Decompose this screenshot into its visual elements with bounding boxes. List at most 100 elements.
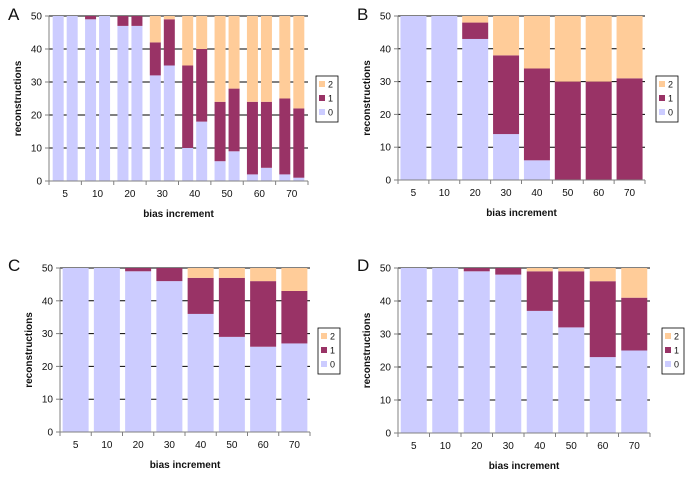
bar-d-10-s0 xyxy=(432,268,459,433)
x-tick-label-d-50: 50 xyxy=(566,441,578,452)
bar-c-50-s0 xyxy=(218,336,245,432)
y-tick-label-b-20: 20 xyxy=(380,110,392,121)
bar-a-50-a-s1 xyxy=(214,101,226,162)
y-tick-label-a-20: 20 xyxy=(31,111,43,122)
x-tick-label-b-5: 5 xyxy=(411,188,417,199)
legend-c: 2 1 0 xyxy=(317,327,341,375)
bar-a-70-a-s2 xyxy=(279,16,291,99)
x-tick-label-b-60: 60 xyxy=(593,188,605,199)
legend-d: 2 1 0 xyxy=(661,327,685,375)
x-tick-label-a-60: 60 xyxy=(254,189,266,200)
bar-a-40-b-s1 xyxy=(196,49,208,122)
x-tick-label-d-70: 70 xyxy=(629,441,641,452)
y-tick-label-d-50: 50 xyxy=(380,264,392,275)
x-tick-label-b-40: 40 xyxy=(531,188,543,199)
panel-letter-b: B xyxy=(357,5,368,24)
bar-b-40-s0 xyxy=(523,160,550,180)
bar-d-30-s1 xyxy=(495,268,522,275)
bar-a-5-a-s0 xyxy=(52,16,64,181)
bar-a-30-b-s1 xyxy=(163,19,175,66)
legend-label-d-2: 2 xyxy=(674,332,679,342)
x-tick-label-a-30: 30 xyxy=(157,189,169,200)
x-tick-label-a-10: 10 xyxy=(92,189,104,200)
bar-a-40-b-s2 xyxy=(196,16,208,49)
x-axis-label-b: bias increment xyxy=(486,208,557,219)
y-tick-label-c-30: 30 xyxy=(42,329,54,340)
x-axis-label-c: bias increment xyxy=(150,460,221,471)
x-tick-label-b-30: 30 xyxy=(501,188,513,199)
x-tick-label-d-40: 40 xyxy=(534,441,546,452)
bar-a-70-a-s0 xyxy=(279,174,291,181)
x-tick-label-c-40: 40 xyxy=(195,440,207,451)
bar-a-60-b-s2 xyxy=(260,16,272,102)
bar-b-50-s1 xyxy=(554,81,581,180)
bar-c-70-s2 xyxy=(281,268,308,291)
bar-d-50-s0 xyxy=(558,327,585,433)
bar-a-5-b-s0 xyxy=(66,16,78,181)
x-tick-label-d-20: 20 xyxy=(471,441,483,452)
bar-a-50-a-s0 xyxy=(214,161,226,181)
bar-d-60-s2 xyxy=(589,268,616,282)
y-tick-label-d-0: 0 xyxy=(385,429,391,440)
bar-a-70-b-s2 xyxy=(293,16,305,109)
y-tick-label-d-20: 20 xyxy=(380,363,392,374)
bar-a-20-b-s1 xyxy=(131,16,143,26)
y-tick-label-a-30: 30 xyxy=(31,78,43,89)
legend-swatch-a-0 xyxy=(319,109,325,115)
bar-b-30-s2 xyxy=(493,16,520,56)
legend-label-c-2: 2 xyxy=(330,332,335,342)
bar-a-10-a-s1 xyxy=(85,16,97,20)
bar-a-60-a-s2 xyxy=(246,16,258,102)
bar-a-50-a-s2 xyxy=(214,16,226,102)
bar-a-70-a-s1 xyxy=(279,98,291,175)
bar-d-40-s0 xyxy=(526,310,553,433)
x-tick-label-d-30: 30 xyxy=(503,441,515,452)
y-tick-label-b-30: 30 xyxy=(380,77,392,88)
bar-d-60-s0 xyxy=(589,357,616,433)
panel-letter-a: A xyxy=(8,5,20,24)
legend-swatch-c-2 xyxy=(321,333,327,339)
bar-a-60-a-s0 xyxy=(246,174,258,181)
x-tick-label-b-70: 70 xyxy=(624,188,636,199)
bar-a-20-a-s1 xyxy=(117,16,129,26)
bar-d-70-s1 xyxy=(621,297,648,351)
bar-b-70-s1 xyxy=(616,78,643,180)
bar-b-70-s2 xyxy=(616,16,643,79)
bar-a-50-b-s0 xyxy=(228,151,240,181)
bar-b-5-s0 xyxy=(400,16,427,180)
bar-d-70-s2 xyxy=(621,268,648,298)
x-tick-label-c-70: 70 xyxy=(289,440,301,451)
bar-a-70-b-s1 xyxy=(293,108,305,178)
legend-label-c-0: 0 xyxy=(330,360,335,370)
bar-d-20-s0 xyxy=(463,271,490,433)
bar-c-40-s1 xyxy=(187,277,214,314)
bar-a-30-b-s2 xyxy=(163,16,175,20)
bar-c-70-s1 xyxy=(281,290,308,344)
legend-swatch-b-2 xyxy=(659,81,665,87)
legend-b: 2 1 0 xyxy=(655,75,679,123)
y-tick-label-b-40: 40 xyxy=(380,44,392,55)
y-tick-label-a-50: 50 xyxy=(31,12,43,23)
x-tick-label-c-10: 10 xyxy=(101,440,113,451)
x-tick-label-a-50: 50 xyxy=(222,189,234,200)
legend-label-b-1: 1 xyxy=(668,94,673,104)
bar-d-70-s0 xyxy=(621,350,648,433)
bar-a-60-b-s1 xyxy=(260,101,272,168)
x-axis-label-d: bias increment xyxy=(489,461,560,472)
y-axis-label-a: reconstructions xyxy=(13,60,24,136)
legend-swatch-a-1 xyxy=(319,95,325,101)
x-tick-label-a-5: 5 xyxy=(62,189,68,200)
legend-swatch-d-1 xyxy=(665,347,671,353)
legend-label-a-0: 0 xyxy=(328,108,333,118)
x-tick-label-c-5: 5 xyxy=(73,440,79,451)
bar-a-30-a-s2 xyxy=(149,16,161,43)
legend-label-a-2: 2 xyxy=(328,80,333,90)
bar-b-30-s0 xyxy=(493,134,520,180)
y-tick-label-b-0: 0 xyxy=(385,176,391,187)
bar-a-30-a-s0 xyxy=(149,75,161,181)
y-axis-label-b: reconstructions xyxy=(362,60,373,136)
